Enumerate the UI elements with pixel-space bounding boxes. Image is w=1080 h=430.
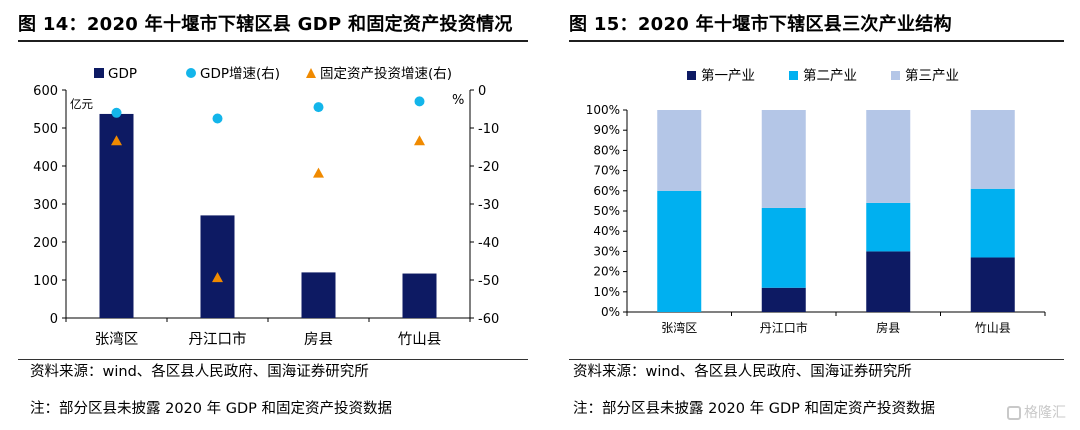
left-tick-label: 200 xyxy=(33,236,58,251)
x-category-label: 房县 xyxy=(876,320,900,335)
stacked-segment xyxy=(866,110,911,203)
investment-growth-point xyxy=(414,135,425,146)
x-category-label: 张湾区 xyxy=(661,320,697,335)
investment-growth-point xyxy=(111,135,122,146)
watermark-logo-icon xyxy=(1007,406,1021,420)
investment-growth-point xyxy=(313,167,324,178)
watermark: 格隆汇 xyxy=(1007,402,1066,422)
x-category-label: 丹江口市 xyxy=(760,320,808,335)
y-tick-label: 100% xyxy=(586,103,620,117)
y-tick-label: 70% xyxy=(593,164,620,178)
figure-15: 图 15：2020 年十堰市下辖区县三次产业结构 第一产业 第二产业 第三产业 0% 1… xyxy=(555,0,1080,430)
legend-swatch xyxy=(789,71,798,80)
left-tick-label: 300 xyxy=(33,198,58,213)
legend-triangle-swatch xyxy=(306,68,316,78)
left-tick-label: 500 xyxy=(33,122,58,137)
y-tick-label: 10% xyxy=(593,285,620,299)
right-tick-label: 0 xyxy=(478,84,486,99)
stacked-segment xyxy=(866,251,911,312)
stacked-segment xyxy=(970,110,1015,189)
legend-label: 固定资产投资增速(右) xyxy=(320,66,452,82)
right-axis-unit: % xyxy=(452,93,464,108)
gdp-bar xyxy=(99,113,134,318)
x-category-label: 房县 xyxy=(304,331,333,348)
footnote: 注：部分区县未披露 2020 年 GDP 和固定资产投资数据 xyxy=(573,401,935,417)
industry-structure-chart: 第一产业 第二产业 第三产业 0% 10% 20% 30% 40% 50% 60% 70% 80% 90… xyxy=(569,58,1063,358)
x-category-label: 张湾区 xyxy=(95,331,139,348)
divider xyxy=(18,359,528,360)
y-tick-label: 20% xyxy=(593,265,620,279)
legend-label: GDP增速(右) xyxy=(200,66,280,82)
left-tick-label: 0 xyxy=(50,312,58,327)
legend-label: GDP xyxy=(108,66,137,82)
gdp-growth-point xyxy=(111,107,122,118)
gdp-bar xyxy=(301,272,336,318)
y-tick-label: 40% xyxy=(593,224,620,238)
left-tick-label: 100 xyxy=(33,274,58,289)
legend-label: 第一产业 xyxy=(701,67,755,84)
stacked-segment xyxy=(866,202,911,252)
source-note: 资料来源：wind、各区县人民政府、国海证券研究所 xyxy=(573,364,912,380)
y-tick-label: 80% xyxy=(593,143,620,157)
footnote: 注：部分区县未披露 2020 年 GDP 和固定资产投资数据 xyxy=(30,401,392,417)
x-category-label: 竹山县 xyxy=(398,331,442,348)
gdp-investment-chart-svg: GDP GDP增速(右) 固定资产投资增速(右) 0 100 200 300 400 500 60… xyxy=(33,66,499,348)
investment-growth-point xyxy=(212,272,223,283)
stacked-segment xyxy=(761,207,806,288)
right-tick-label: -40 xyxy=(478,236,499,251)
x-category-label: 丹江口市 xyxy=(189,331,247,348)
y-tick-label: 90% xyxy=(593,123,620,137)
figure-14-title: 图 14：2020 年十堰市下辖区县 GDP 和固定资产投资情况 xyxy=(18,8,528,42)
left-axis-unit: 亿元 xyxy=(70,97,93,111)
legend-dot-swatch xyxy=(186,68,196,78)
legend-label: 第二产业 xyxy=(803,67,857,84)
stacked-segment xyxy=(761,110,806,208)
gdp-bar xyxy=(200,215,235,318)
y-tick-label: 60% xyxy=(593,184,620,198)
y-tick-label: 30% xyxy=(593,244,620,258)
figure-15-title: 图 15：2020 年十堰市下辖区县三次产业结构 xyxy=(569,8,1064,42)
right-tick-label: -30 xyxy=(478,198,499,213)
gdp-growth-point xyxy=(212,113,223,124)
figure-14: 图 14：2020 年十堰市下辖区县 GDP 和固定资产投资情况 GDP GDP增… xyxy=(0,0,528,430)
stacked-segment xyxy=(657,110,702,191)
stacked-segment xyxy=(970,188,1015,258)
industry-structure-chart-svg: 第一产业 第二产业 第三产业 0% 10% 20% 30% 40% 50% 60% 70% 80% 90… xyxy=(586,67,1046,335)
left-tick-label: 400 xyxy=(33,160,58,175)
gdp-growth-point xyxy=(313,102,324,113)
right-tick-label: -10 xyxy=(478,122,499,137)
x-category-label: 竹山县 xyxy=(975,321,1011,335)
legend-swatch xyxy=(891,71,900,80)
stacked-segment xyxy=(657,190,702,312)
y-tick-label: 0% xyxy=(601,305,620,319)
watermark-text: 格隆汇 xyxy=(1024,405,1066,421)
right-tick-label: -50 xyxy=(478,274,499,289)
right-tick-label: -20 xyxy=(478,160,499,175)
divider xyxy=(569,359,1064,360)
legend-bar-swatch xyxy=(94,68,104,78)
right-tick-label: -60 xyxy=(478,312,499,327)
gdp-bar xyxy=(402,273,437,318)
y-tick-label: 50% xyxy=(593,204,620,218)
source-note: 资料来源：wind、各区县人民政府、国海证券研究所 xyxy=(30,364,369,380)
legend-label: 第三产业 xyxy=(905,67,959,84)
left-tick-label: 600 xyxy=(33,84,58,99)
gdp-growth-point xyxy=(414,96,425,107)
gdp-investment-chart: GDP GDP增速(右) 固定资产投资增速(右) 0 100 200 300 400 500 60… xyxy=(18,58,528,358)
stacked-segment xyxy=(970,257,1015,312)
legend-swatch xyxy=(687,71,696,80)
stacked-segment xyxy=(761,287,806,312)
